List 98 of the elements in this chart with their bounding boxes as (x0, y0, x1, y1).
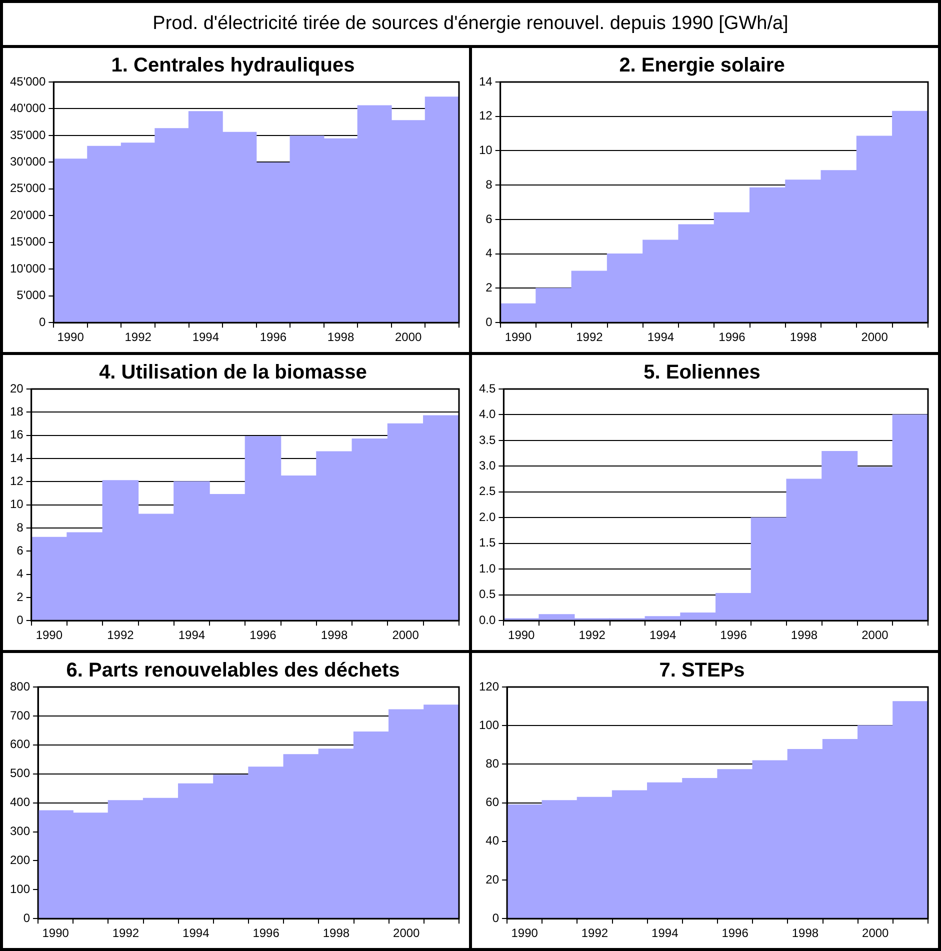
x-tick-label: 1990 (508, 628, 536, 642)
chart-title: 2. Energie solaire (619, 54, 785, 77)
y-tick-label: 2.5 (478, 484, 496, 498)
y-tick-label: 2 (486, 280, 493, 295)
x-tick-label: 1996 (252, 926, 280, 940)
x-tick-label: 1994 (649, 628, 676, 642)
y-tick-label: 500 (10, 766, 30, 780)
y-tick-label: 4.5 (478, 381, 496, 396)
x-tick-label: 1998 (322, 926, 350, 940)
y-tick-label: 0 (16, 612, 24, 627)
y-tick-label: 15'000 (10, 234, 46, 249)
y-tick-label: 800 (10, 679, 30, 694)
x-tick-label: 2000 (862, 628, 889, 642)
chart-title: 4. Utilisation de la biomasse (99, 362, 367, 384)
y-tick-label: 2.0 (478, 510, 496, 524)
x-tick-label: 1992 (124, 330, 152, 344)
x-tick-label: 1998 (790, 330, 817, 344)
y-tick-label: 25'000 (10, 181, 46, 196)
x-tick-label: 1994 (652, 926, 679, 940)
y-tick-label: 100 (478, 718, 500, 732)
y-tick-label: 12 (10, 474, 24, 488)
x-tick-label: 1992 (576, 330, 604, 344)
y-tick-label: 18 (10, 404, 24, 418)
y-tick-label: 20'000 (10, 208, 46, 222)
y-tick-label: 20 (10, 381, 24, 396)
x-tick-label: 1998 (792, 926, 819, 940)
x-tick-label: 1990 (42, 926, 70, 940)
y-tick-label: 45'000 (10, 74, 46, 88)
x-tick-label: 1996 (718, 330, 746, 344)
y-tick-label: 200 (10, 853, 30, 868)
y-tick-label: 3.0 (478, 458, 496, 473)
y-tick-label: 14 (10, 450, 24, 465)
y-tick-label: 12 (478, 108, 493, 123)
text: Prod. d'électricité tirée de sources d'énergie renouvel. depuis 1990 [GWh/a] (3, 3, 938, 48)
x-tick-label: 1994 (192, 330, 220, 344)
y-tick-label: 0 (492, 910, 500, 925)
x-tick-label: 1998 (790, 628, 818, 642)
y-tick-label: 600 (10, 737, 30, 752)
x-tick-label: 1996 (722, 926, 749, 940)
y-tick-label: 8 (486, 177, 493, 192)
y-tick-label: 80 (486, 756, 500, 771)
y-tick-label: 120 (478, 679, 500, 694)
y-tick-label: 0 (23, 910, 30, 925)
x-tick-label: 1992 (578, 628, 606, 642)
x-tick-label: 1994 (182, 926, 210, 940)
chart-title: 7. STEPs (659, 660, 745, 682)
y-tick-label: 5'000 (16, 288, 46, 302)
x-tick-label: 2000 (394, 330, 422, 344)
x-tick-label: 1994 (178, 628, 206, 642)
y-tick-label: 300 (10, 824, 30, 838)
x-tick-label: 1996 (250, 628, 277, 642)
x-tick-label: 1998 (327, 330, 354, 344)
x-tick-label: 1994 (647, 330, 674, 344)
x-tick-label: 2000 (862, 926, 890, 940)
y-tick-label: 700 (10, 708, 30, 722)
y-tick-label: 0.0 (478, 612, 496, 627)
y-tick-label: 4 (486, 246, 493, 260)
y-tick-label: 16 (10, 428, 24, 442)
y-tick-label: 1.5 (478, 536, 496, 550)
x-tick-label: 1990 (36, 628, 63, 642)
y-tick-label: 20 (486, 872, 500, 886)
x-tick-label: 1992 (107, 628, 134, 642)
chart-title: 6. Parts renouvelables des déchets (66, 660, 400, 682)
y-tick-label: 10 (478, 143, 493, 158)
y-tick-label: 3.5 (478, 432, 496, 447)
y-tick-label: 100 (10, 882, 30, 896)
x-tick-label: 1996 (720, 628, 748, 642)
y-tick-label: 30'000 (10, 154, 46, 169)
y-tick-label: 1.0 (478, 561, 496, 576)
y-tick-label: 40'000 (10, 101, 46, 116)
y-tick-label: 14 (478, 74, 493, 88)
chart-title: 1. Centrales hydrauliques (111, 54, 355, 77)
y-tick-label: 40 (486, 834, 500, 848)
x-tick-label: 1990 (57, 330, 84, 344)
x-tick-label: 1990 (504, 330, 532, 344)
x-tick-label: 1996 (260, 330, 287, 344)
x-tick-label: 1992 (112, 926, 140, 940)
x-tick-label: 2000 (861, 330, 888, 344)
y-tick-label: 10'000 (10, 261, 46, 276)
y-tick-label: 60 (486, 795, 500, 810)
y-tick-label: 4 (16, 566, 24, 581)
y-tick-label: 8 (16, 520, 24, 534)
y-tick-label: 0 (38, 314, 46, 329)
chart-title: 5. Eoliennes (644, 362, 760, 384)
y-tick-label: 6 (16, 543, 24, 558)
y-tick-label: 0.5 (478, 587, 496, 602)
x-tick-label: 1998 (320, 628, 348, 642)
y-tick-label: 2 (16, 590, 24, 604)
y-tick-label: 35'000 (10, 128, 46, 142)
y-tick-label: 4.0 (478, 407, 496, 422)
y-tick-label: 10 (10, 497, 24, 512)
x-tick-label: 2000 (393, 926, 420, 940)
y-tick-label: 6 (486, 212, 493, 226)
y-tick-label: 0 (486, 314, 493, 329)
x-tick-label: 1990 (511, 926, 538, 940)
x-tick-label: 2000 (392, 628, 420, 642)
x-tick-label: 1992 (581, 926, 608, 940)
y-tick-label: 400 (10, 795, 30, 810)
